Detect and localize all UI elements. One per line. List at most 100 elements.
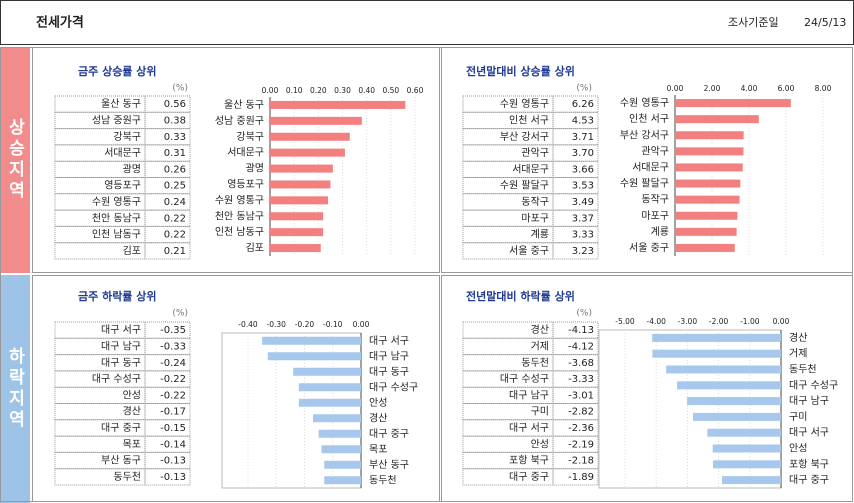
table-category: 대구 수성구 xyxy=(92,373,141,385)
table-category: 대구 동구 xyxy=(101,357,141,369)
bar xyxy=(722,476,781,485)
table-value: -0.24 xyxy=(160,358,186,369)
table-category: 서대문구 xyxy=(104,147,141,159)
x-tick-label: -0.20 xyxy=(295,320,315,329)
table-value: -2.18 xyxy=(568,456,594,467)
table-category: 광명 xyxy=(123,163,141,175)
x-tick-label: 2.00 xyxy=(704,84,721,93)
x-tick-label: -0.10 xyxy=(323,320,343,329)
category-label: 대구 남구 xyxy=(369,350,409,362)
bar xyxy=(707,428,781,437)
x-tick-label: -3.00 xyxy=(678,317,698,326)
x-tick-label: 0.00 xyxy=(773,317,790,326)
table-cell xyxy=(552,435,599,453)
table-cell xyxy=(552,225,599,244)
table-cell xyxy=(144,403,191,421)
unit-label: (%) xyxy=(172,84,188,94)
category-label: 포항 북구 xyxy=(789,458,829,470)
category-label: 서대문구 xyxy=(632,161,669,173)
date: 24/5/13 xyxy=(804,16,846,29)
table-category: 성남 중원구 xyxy=(92,114,141,126)
table-cell xyxy=(552,111,599,130)
category-label: 목포 xyxy=(369,443,387,455)
x-tick-label: -0.40 xyxy=(238,320,258,329)
table-cell xyxy=(144,451,191,470)
table-category: 수원 영통구 xyxy=(500,98,549,110)
table-value: -0.35 xyxy=(160,325,186,336)
x-tick-label: -2.00 xyxy=(709,317,729,326)
category-label: 수원 팔달구 xyxy=(620,178,669,190)
bar xyxy=(267,352,361,361)
category-label: 서대문구 xyxy=(227,147,264,159)
table-cell xyxy=(552,128,599,146)
bar xyxy=(675,179,741,188)
table-value: 3.71 xyxy=(572,132,594,143)
bar xyxy=(693,412,781,421)
table-category: 경산 xyxy=(123,405,141,418)
category-label: 부산 동구 xyxy=(369,459,409,471)
table-cell xyxy=(552,451,599,470)
table-cell xyxy=(552,242,599,260)
table-cell xyxy=(144,419,191,437)
table-cell xyxy=(552,337,599,356)
table-cell xyxy=(144,177,191,195)
bar xyxy=(675,147,744,156)
bar xyxy=(324,460,361,469)
bar xyxy=(262,336,361,345)
panel xyxy=(441,47,853,273)
table-value: -0.17 xyxy=(160,407,186,418)
table-value: -0.22 xyxy=(160,374,186,385)
header-title: 전세가격 xyxy=(36,15,84,31)
table-category: 거제 xyxy=(531,340,549,352)
bar xyxy=(270,196,328,205)
table-value: 3.49 xyxy=(572,197,594,208)
category-label: 인천 남동구 xyxy=(215,226,264,238)
table-category: 김포 xyxy=(123,245,141,257)
category-label: 계룡 xyxy=(651,226,669,238)
table-category: 인천 서구 xyxy=(509,114,549,126)
category-label: 대구 수성구 xyxy=(369,381,418,393)
bar xyxy=(324,476,361,485)
table-value: 0.21 xyxy=(164,246,186,257)
table-value: 3.70 xyxy=(572,148,594,159)
table-cell xyxy=(552,144,599,162)
category-label: 김포 xyxy=(246,242,264,254)
bar xyxy=(293,367,361,376)
table-cell xyxy=(144,242,191,260)
date-label: 조사기준일 xyxy=(728,15,779,29)
table-value: -4.13 xyxy=(568,325,594,336)
category-label: 인천 서구 xyxy=(629,113,669,125)
table-cell xyxy=(144,337,191,356)
table-category: 영등포구 xyxy=(104,180,141,192)
table-cell xyxy=(144,386,191,405)
table-category: 부산 강서구 xyxy=(500,131,549,143)
bar xyxy=(712,444,781,453)
table-cell xyxy=(144,435,191,453)
category-label: 안성 xyxy=(369,397,387,409)
x-tick-label: 4.00 xyxy=(741,84,758,93)
chart-title: 금주 하락률 상위 xyxy=(78,289,157,303)
table-value: 3.66 xyxy=(572,164,594,175)
table-cell xyxy=(144,468,191,486)
bar xyxy=(675,227,737,236)
category-label: 영등포구 xyxy=(227,178,264,190)
category-label: 거제 xyxy=(789,348,807,360)
table-cell xyxy=(552,403,599,421)
table-value: 0.33 xyxy=(164,132,186,143)
table-cell xyxy=(144,144,191,162)
table-value: -2.82 xyxy=(568,407,594,418)
table-category: 울산 동구 xyxy=(101,98,141,110)
table-category: 수원 영통구 xyxy=(92,196,141,208)
bar xyxy=(270,100,406,109)
table-category: 포항 북구 xyxy=(509,455,549,467)
category-label: 경산 xyxy=(789,331,807,344)
x-tick-label: 0.60 xyxy=(407,86,424,95)
category-label: 울산 동구 xyxy=(224,99,264,111)
table-value: 0.24 xyxy=(164,197,186,208)
bar xyxy=(687,397,781,406)
table-value: 3.33 xyxy=(572,230,594,241)
table-cell xyxy=(552,160,599,178)
unit-label: (%) xyxy=(172,309,188,319)
table-cell xyxy=(552,419,599,437)
